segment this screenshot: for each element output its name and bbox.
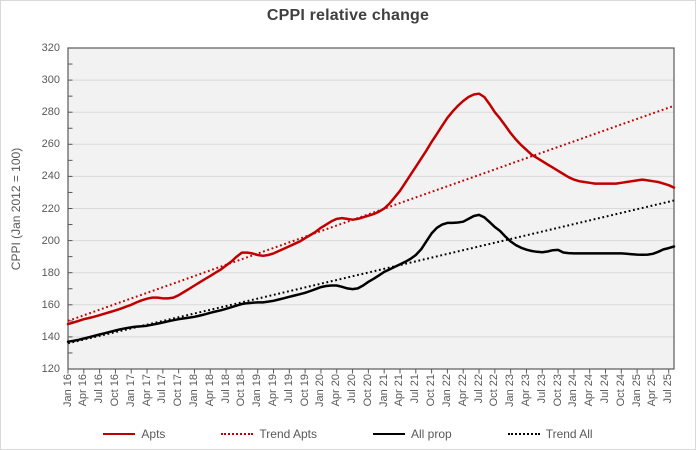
legend-swatch [221, 433, 254, 435]
series-apts [66, 92, 676, 326]
y-tick-label: 220 [41, 202, 60, 215]
x-tick-label: Apr 22 [456, 374, 469, 407]
x-tick-label: Oct 19 [298, 374, 311, 407]
legend-item-trend-apts: Trend Apts [221, 427, 317, 441]
y-tick-label: 320 [41, 42, 60, 54]
legend-item-trend-all: Trend All [507, 427, 593, 441]
x-tick-label: Oct 22 [488, 374, 501, 407]
y-tick-label: 260 [41, 138, 60, 151]
legend-label: Trend All [545, 427, 593, 441]
y-tick-label: 120 [41, 363, 60, 375]
series-trend-all [67, 199, 675, 345]
legend-swatch [373, 433, 405, 435]
x-tick-label: Jan 20 [314, 374, 327, 408]
x-tick-label: Jul 21 [409, 374, 422, 404]
x-tick-label: Jul 25 [662, 374, 675, 404]
x-tick-label: Jul 18 [219, 374, 232, 404]
legend-swatch [103, 433, 136, 435]
x-tick-label: Jul 16 [93, 374, 106, 404]
x-tick-label: Jan 16 [61, 374, 74, 408]
legend: Apts Trend Apts All prop Trend All [1, 427, 695, 441]
y-tick-label: 280 [41, 106, 60, 119]
x-tick-label: Apr 23 [519, 374, 532, 407]
x-tick-label: Oct 24 [614, 374, 627, 407]
x-tick-label: Jul 17 [156, 374, 169, 404]
x-tick-label: Apr 19 [267, 374, 279, 407]
series-trend-apts [67, 104, 675, 322]
legend-label: Apts [141, 427, 166, 441]
legend-swatch [507, 433, 540, 435]
y-tick-label: 200 [41, 234, 60, 247]
x-tick-label: Apr 18 [203, 374, 216, 407]
plot-border [67, 47, 675, 370]
x-tick-label: Jul 24 [598, 374, 611, 404]
series-all-prop [66, 213, 676, 343]
x-tick-label: Apr 17 [140, 374, 153, 407]
x-tick-label: Jan 22 [440, 374, 453, 408]
x-tick-label: Oct 21 [425, 374, 438, 407]
x-tick-label: Apr 16 [77, 374, 90, 407]
x-tick-label: Jan 19 [251, 374, 264, 408]
y-tick-label: 300 [41, 74, 60, 87]
x-tick-label: Oct 23 [551, 374, 564, 407]
x-tick-label: Jan 21 [377, 374, 390, 408]
legend-item-all-prop: All prop [373, 427, 452, 441]
x-tick-label: Apr 20 [330, 374, 343, 407]
x-tick-label: Oct 16 [108, 374, 121, 407]
x-tick-label: Jul 19 [282, 374, 295, 404]
x-tick-label: Jul 22 [472, 374, 485, 404]
y-tick-label: 180 [41, 266, 60, 279]
legend-item-apts: Apts [103, 427, 165, 441]
x-tick-label: Jul 23 [535, 374, 548, 404]
x-tick-label: Jul 20 [346, 374, 359, 404]
x-tick-label: Jan 18 [187, 374, 200, 408]
legend-label: All prop [411, 427, 452, 441]
x-tick-label: Jan 25 [630, 374, 643, 408]
x-tick-label: Apr 25 [646, 374, 659, 407]
y-tick-label: 160 [41, 298, 60, 311]
chart-title: CPPI relative change [266, 7, 430, 24]
x-tick-label: Jan 24 [567, 374, 580, 408]
x-tick-label: Oct 20 [361, 374, 374, 407]
x-tick-label: Jan 17 [124, 374, 137, 408]
x-tick-label: Apr 24 [583, 374, 596, 407]
legend-label: Trend Apts [259, 427, 317, 441]
x-tick-label: Jan 23 [504, 374, 517, 408]
y-tick-label: 140 [41, 330, 60, 343]
x-tick-label: Apr 21 [393, 374, 406, 407]
y-tick-label: 240 [41, 170, 60, 183]
x-tick-label: Oct 17 [172, 374, 185, 407]
x-tick-label: Oct 18 [235, 374, 248, 407]
